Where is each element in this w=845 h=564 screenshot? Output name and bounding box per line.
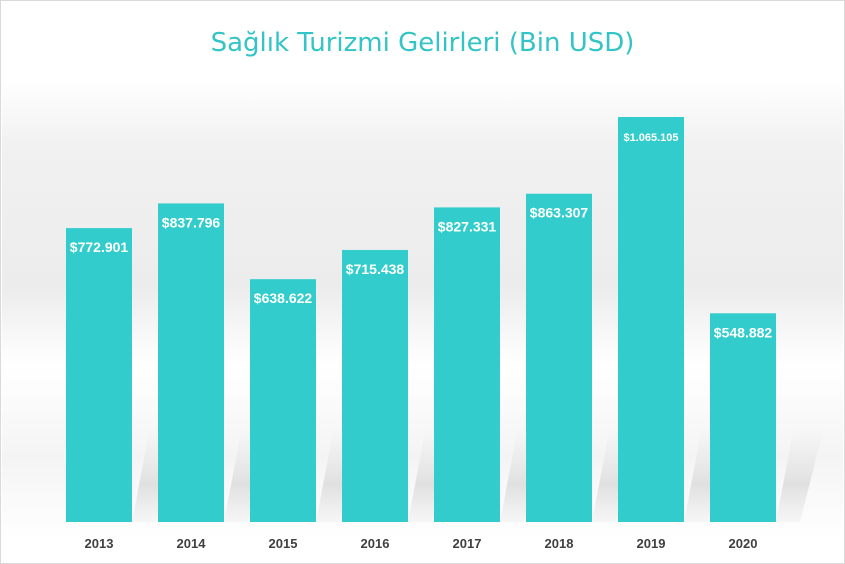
bar-2020	[710, 313, 776, 522]
bar-2018	[526, 193, 592, 522]
bar-2015	[250, 279, 316, 522]
data-label-2018: $863.307	[530, 205, 589, 221]
x-tick-2014: 2014	[177, 536, 207, 551]
bars-group	[66, 117, 776, 523]
data-label-2020: $548.882	[714, 324, 773, 340]
data-label-2015: $638.622	[254, 290, 313, 306]
data-label-2017: $827.331	[438, 218, 497, 234]
data-label-2014: $837.796	[162, 214, 221, 230]
x-tick-2013: 2013	[85, 536, 114, 551]
x-tick-2018: 2018	[545, 536, 574, 551]
bar-2014	[158, 203, 224, 522]
bar-2013	[66, 228, 132, 522]
x-tick-2020: 2020	[729, 536, 758, 551]
x-tick-2017: 2017	[453, 536, 482, 551]
x-tick-2015: 2015	[269, 536, 298, 551]
chart-title: Sağlık Turizmi Gelirleri (Bin USD)	[210, 28, 635, 58]
x-axis-ticks: 2013 2014 2015 2016 2017 2018 2019 2020	[85, 536, 758, 551]
x-tick-2016: 2016	[361, 536, 390, 551]
x-tick-2019: 2019	[637, 536, 666, 551]
bar-2016	[342, 249, 408, 522]
bar-2017	[434, 207, 500, 523]
data-label-2019: $1.065.105	[623, 132, 678, 144]
bar-shadow-2020	[776, 427, 824, 522]
bar-2019	[618, 117, 684, 522]
data-labels-group: $772.901 $837.796 $638.622 $715.438 $827.331…	[70, 132, 773, 340]
data-label-2016: $715.438	[346, 261, 405, 277]
data-label-2013: $772.901	[70, 239, 129, 255]
